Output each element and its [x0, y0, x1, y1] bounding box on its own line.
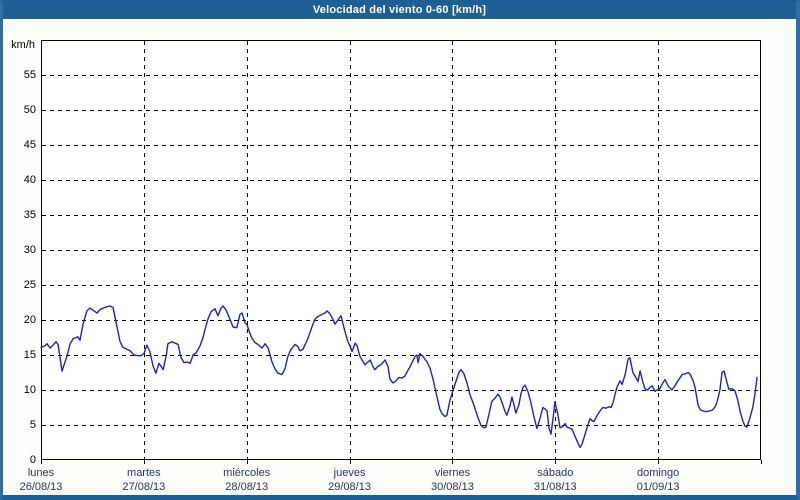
x-day-label: viernes 30/08/13	[397, 467, 507, 494]
day-name: sábado	[537, 467, 574, 479]
day-date: 30/08/13	[431, 481, 474, 493]
chart-region: km/h 0 5 10 15 20 25 30 35 40 45 50 55 lunes 26/08/1…	[3, 19, 796, 495]
day-name: domingo	[637, 467, 680, 479]
y-tick-label: 0	[29, 454, 36, 466]
y-tick-label: 10	[23, 384, 36, 396]
day-date: 28/08/13	[225, 481, 269, 493]
x-day-label: jueves 29/08/13	[295, 467, 405, 494]
plot-border	[41, 40, 761, 460]
day-name: viernes	[434, 467, 471, 479]
day-date: 27/08/13	[122, 481, 166, 493]
y-tick-label: 45	[23, 139, 36, 151]
day-date: 26/08/13	[19, 481, 63, 493]
y-tick-label: 5	[29, 419, 36, 431]
x-day-label: sábado 31/08/13	[500, 467, 610, 494]
plot-area	[40, 40, 762, 470]
title-bar: Velocidad del viento 0-60 [km/h]	[3, 2, 796, 19]
chart-title: Velocidad del viento 0-60 [km/h]	[312, 4, 487, 16]
day-name: jueves	[333, 467, 366, 479]
x-day-label: miércoles 28/08/13	[192, 467, 302, 494]
y-tick-label: 50	[23, 104, 36, 116]
day-date: 29/08/13	[328, 481, 371, 493]
wind-speed-chart-svg	[40, 40, 762, 464]
day-date: 31/08/13	[533, 481, 577, 493]
y-tick-label: 20	[23, 314, 36, 326]
x-day-label: lunes 26/08/13	[0, 467, 96, 494]
y-axis-unit-label: km/h	[11, 39, 35, 51]
day-date: 01/09/13	[636, 481, 680, 493]
wind-speed-line	[40, 305, 758, 449]
y-tick-label: 15	[23, 349, 36, 361]
y-tick-label: 55	[23, 69, 36, 81]
x-day-label: martes 27/08/13	[89, 467, 199, 494]
day-name: martes	[127, 467, 161, 479]
y-tick-label: 40	[23, 174, 36, 186]
y-tick-label: 25	[23, 279, 36, 291]
x-day-label: domingo 01/09/13	[603, 467, 713, 494]
day-name: lunes	[27, 467, 55, 479]
y-tick-label: 35	[23, 209, 36, 221]
y-tick-label: 30	[23, 244, 36, 256]
plot-background	[41, 40, 761, 460]
day-name: miércoles	[223, 467, 271, 479]
